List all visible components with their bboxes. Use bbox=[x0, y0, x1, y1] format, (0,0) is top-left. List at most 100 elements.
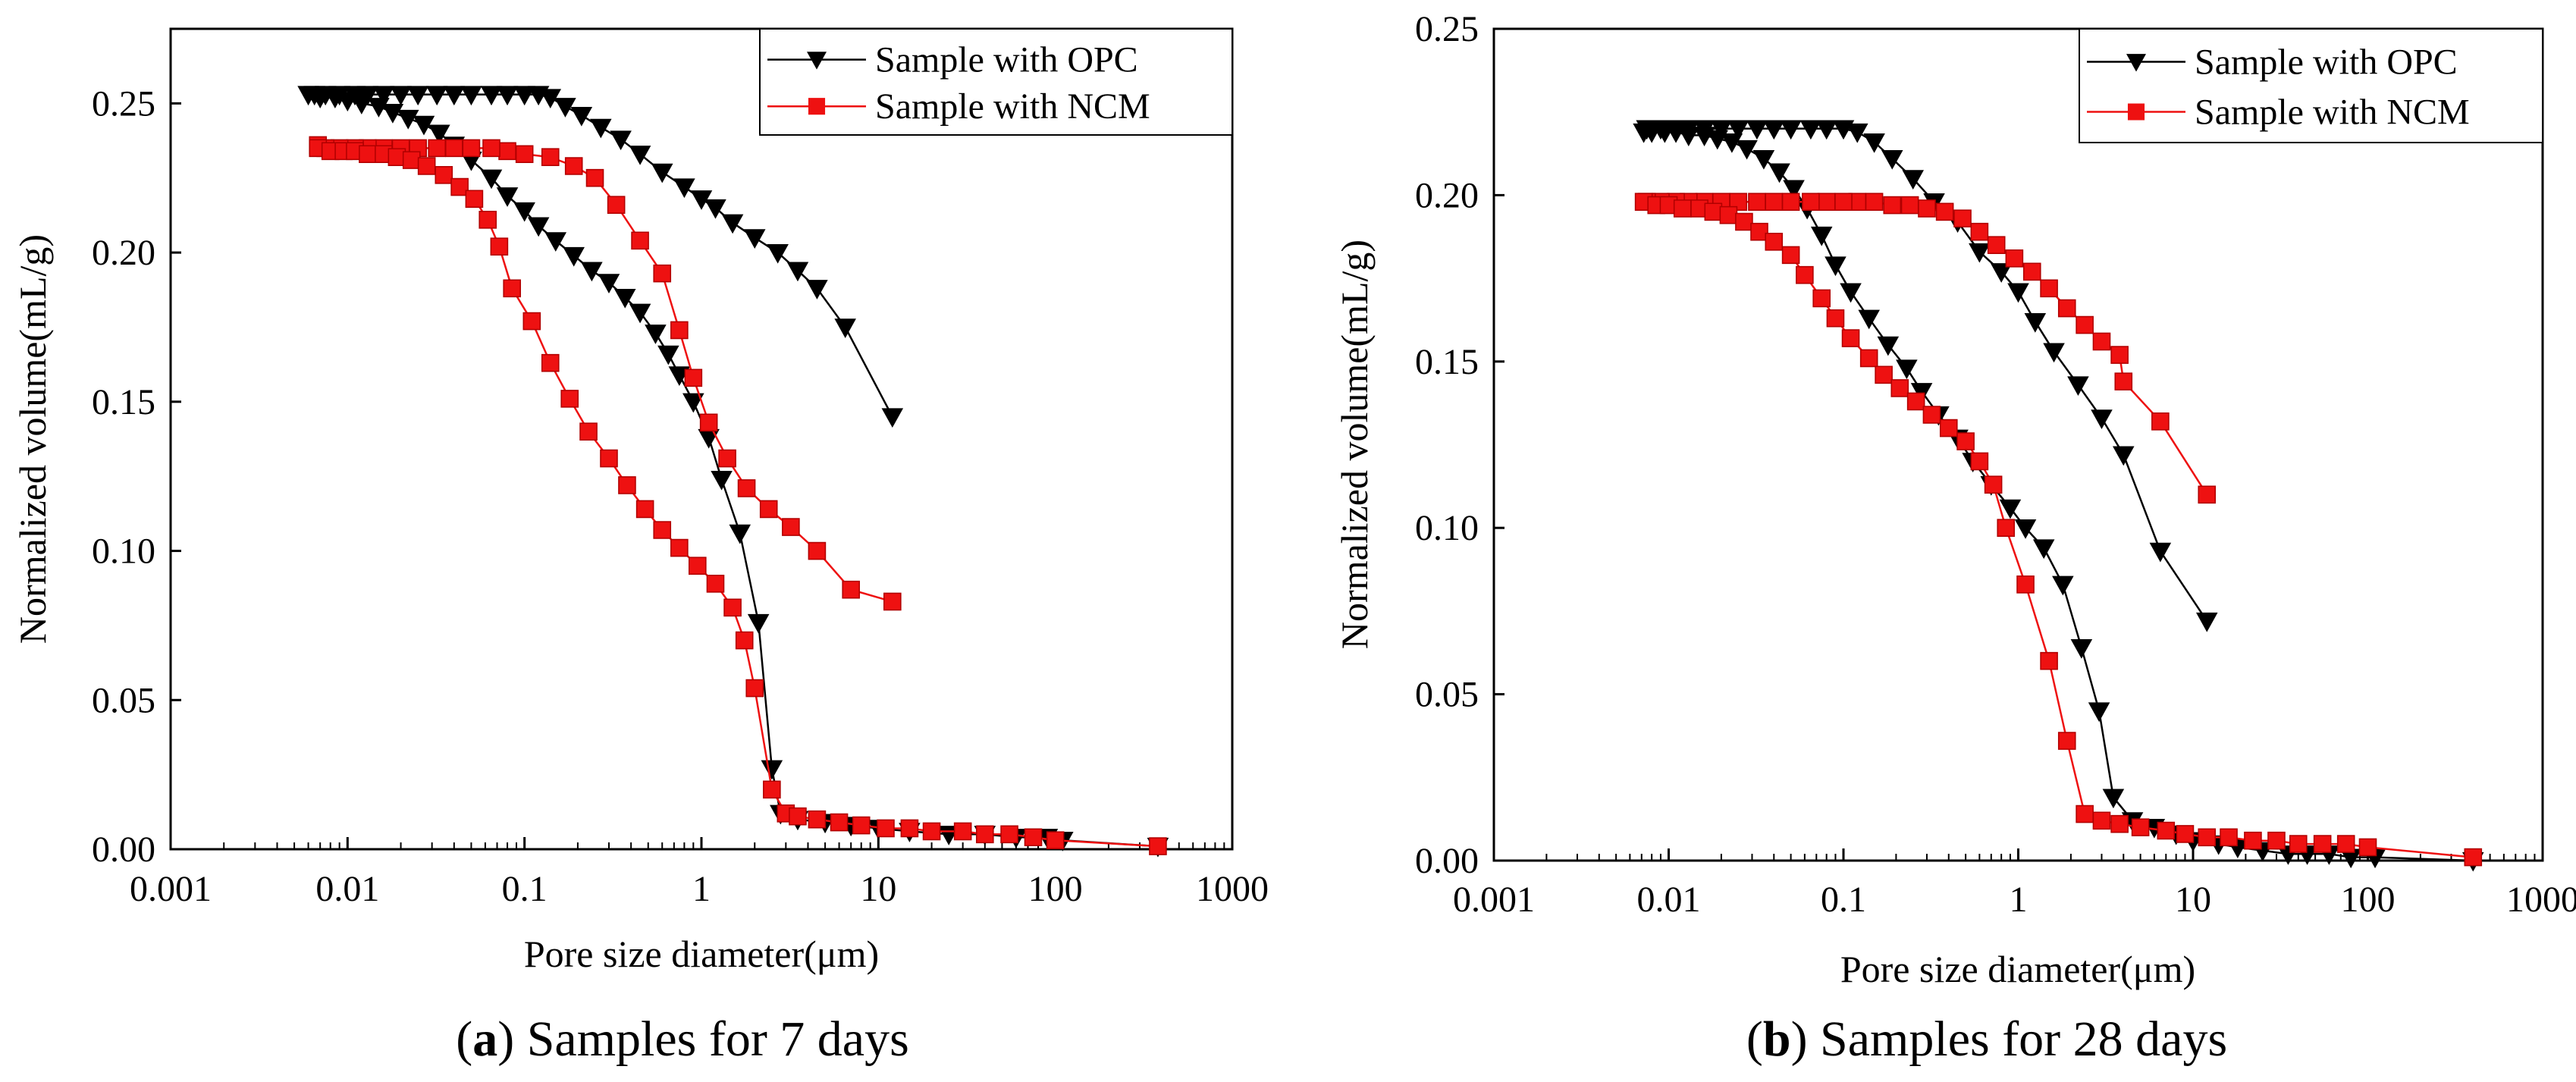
data-point-ncm bbox=[782, 518, 800, 536]
series-b bbox=[1633, 120, 2484, 872]
data-point-ncm bbox=[745, 679, 764, 698]
data-point-ncm bbox=[1875, 365, 1893, 384]
x-tick-label: 0.1 bbox=[502, 869, 548, 909]
caption-a: (a) Samples for 7 days bbox=[456, 1011, 909, 1067]
legend-box bbox=[759, 28, 1233, 136]
data-point-ncm bbox=[2114, 372, 2133, 390]
data-point-opc bbox=[711, 470, 733, 491]
x-tick-label: 0.01 bbox=[315, 869, 379, 909]
data-point-opc bbox=[1999, 499, 2022, 519]
data-point-opc bbox=[2195, 612, 2218, 632]
data-point-opc bbox=[786, 262, 809, 282]
data-point-ncm bbox=[830, 813, 849, 832]
data-point-ncm bbox=[689, 557, 707, 575]
data-point-opc bbox=[629, 146, 651, 165]
data-point-ncm bbox=[564, 157, 583, 175]
data-point-ncm bbox=[2040, 279, 2058, 298]
data-point-ncm bbox=[541, 353, 560, 372]
data-point-ncm bbox=[2040, 651, 2058, 670]
data-point-ncm bbox=[428, 139, 447, 158]
data-point-ncm bbox=[2076, 804, 2094, 823]
data-point-ncm bbox=[2076, 315, 2094, 334]
data-point-ncm bbox=[631, 231, 649, 250]
data-point-ncm bbox=[478, 211, 497, 229]
data-point-opc bbox=[729, 524, 751, 544]
x-axis-label-b: Pore size diameter(μm) bbox=[1840, 948, 2195, 990]
data-point-ncm bbox=[1704, 202, 1723, 221]
x-tick-label: 1 bbox=[2010, 880, 2028, 920]
data-point-ncm bbox=[2313, 835, 2332, 853]
y-tick-label: 0.05 bbox=[1415, 675, 1479, 715]
data-point-opc bbox=[539, 89, 562, 109]
data-point-opc bbox=[1762, 120, 1785, 140]
data-point-opc bbox=[881, 408, 904, 428]
caption-b: (b) Samples for 28 days bbox=[1746, 1011, 2227, 1067]
data-point-ncm bbox=[789, 807, 807, 826]
data-point-ncm bbox=[2016, 575, 2035, 594]
data-point-opc bbox=[406, 86, 429, 106]
data-point-opc bbox=[2091, 409, 2113, 429]
data-point-ncm bbox=[417, 157, 436, 175]
data-point-ncm bbox=[2110, 346, 2129, 364]
data-point-ncm bbox=[699, 413, 718, 432]
y-ticks-b: 0.00 0.05 0.10 0.15 0.20 0.25 bbox=[1415, 9, 1504, 881]
data-point-opc bbox=[460, 86, 482, 106]
data-point-ncm bbox=[2198, 485, 2217, 504]
data-point-ncm bbox=[541, 148, 560, 166]
data-point-opc bbox=[1858, 309, 1880, 330]
data-point-ncm bbox=[2057, 299, 2076, 318]
data-point-ncm bbox=[1781, 246, 1800, 265]
data-point-opc bbox=[1902, 170, 1925, 190]
data-point-ncm bbox=[1997, 519, 2016, 537]
y-tick-label: 0.25 bbox=[92, 83, 155, 124]
x-tick-label: 0.001 bbox=[1453, 880, 1535, 920]
caption-label-b: b bbox=[1763, 1011, 1791, 1067]
data-point-ncm bbox=[2198, 828, 2217, 847]
data-point-opc bbox=[527, 86, 550, 106]
data-point-ncm bbox=[2005, 249, 2024, 268]
data-point-ncm bbox=[600, 449, 618, 468]
x-ticks-a: 0.001 0.01 0.1 1 10 100 1000 bbox=[130, 837, 1269, 909]
data-point-ncm bbox=[1918, 199, 1936, 218]
data-point-ncm bbox=[1859, 349, 1878, 368]
data-point-ncm bbox=[877, 819, 895, 838]
data-point-ncm bbox=[1046, 831, 1065, 849]
data-point-ncm bbox=[2110, 814, 2129, 833]
data-point-opc bbox=[1677, 127, 1700, 146]
data-point-opc bbox=[2070, 639, 2093, 659]
data-point-ncm bbox=[883, 592, 902, 611]
data-point-ncm bbox=[1953, 209, 1972, 227]
legend-a: Sample with OPC Sample with NCM bbox=[759, 28, 1233, 136]
data-point-opc bbox=[309, 89, 331, 109]
x-tick-label: 0.001 bbox=[130, 869, 212, 909]
data-point-opc bbox=[704, 199, 726, 219]
data-point-ncm bbox=[1802, 193, 1820, 211]
caption-label-a: a bbox=[472, 1011, 497, 1067]
legend-label-ncm: Sample with NCM bbox=[875, 86, 1150, 127]
x-ticks-b: 0.001 0.01 0.1 1 10 100 1000 bbox=[1453, 848, 2576, 920]
data-point-opc bbox=[1832, 120, 1855, 140]
data-point-ncm bbox=[1922, 406, 1941, 424]
data-point-ncm bbox=[2151, 412, 2170, 431]
data-point-opc bbox=[480, 169, 503, 190]
legend-label-ncm: Sample with NCM bbox=[2195, 93, 2470, 133]
data-point-ncm bbox=[1781, 193, 1800, 211]
data-point-ncm bbox=[579, 422, 598, 441]
data-point-ncm bbox=[1841, 329, 1860, 347]
data-point-ncm bbox=[2358, 838, 2377, 857]
series-a bbox=[297, 86, 1169, 858]
data-point-ncm bbox=[1956, 432, 1975, 450]
data-point-ncm bbox=[1149, 837, 1167, 855]
data-point-ncm bbox=[653, 264, 672, 283]
x-tick-label: 100 bbox=[1028, 869, 1083, 909]
data-point-ncm bbox=[503, 279, 521, 298]
data-point-opc bbox=[1640, 123, 1663, 143]
data-point-opc bbox=[1768, 163, 1790, 183]
data-point-ncm bbox=[2157, 821, 2176, 840]
data-point-opc bbox=[1799, 120, 1822, 140]
data-point-ncm bbox=[1024, 828, 1043, 847]
series-line-opc bbox=[308, 93, 1158, 848]
legend-marker-opc bbox=[807, 52, 827, 70]
data-point-ncm bbox=[723, 598, 742, 617]
data-point-ncm bbox=[635, 500, 654, 519]
